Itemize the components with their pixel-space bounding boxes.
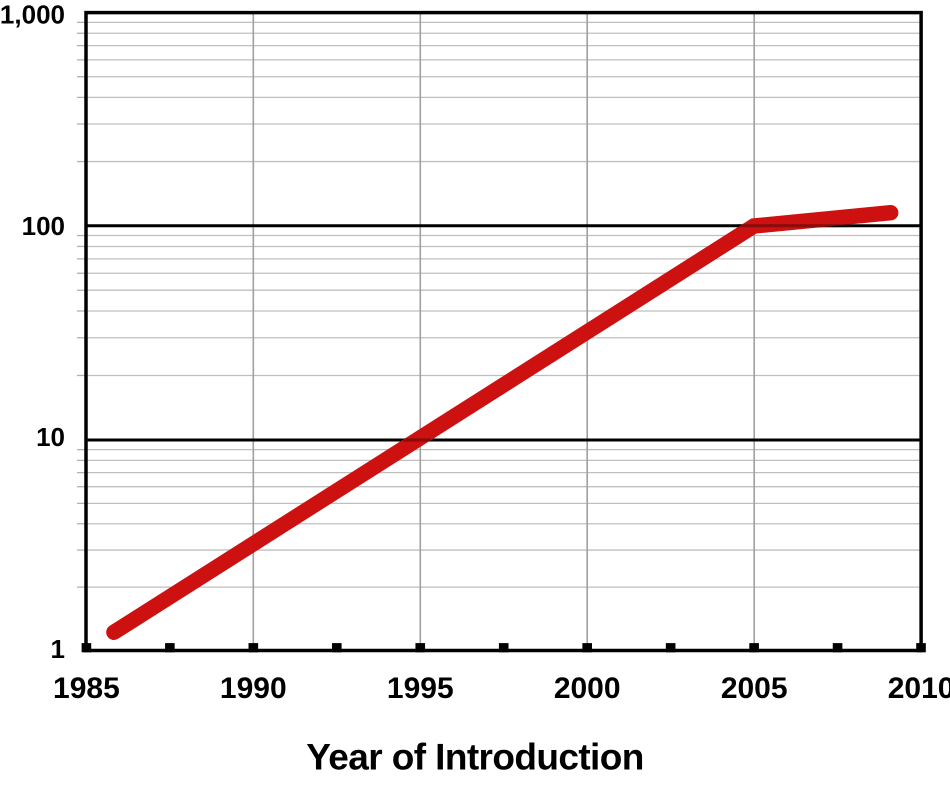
- svg-text:1995: 1995: [387, 672, 454, 705]
- svg-text:1985: 1985: [53, 672, 120, 705]
- svg-text:1990: 1990: [220, 672, 287, 705]
- svg-text:Year of Introduction: Year of Introduction: [306, 737, 643, 778]
- svg-text:1: 1: [51, 634, 65, 664]
- svg-text:100: 100: [22, 211, 65, 241]
- svg-text:2010: 2010: [888, 672, 950, 705]
- svg-text:2000: 2000: [554, 672, 621, 705]
- svg-text:1,000: 1,000: [0, 0, 65, 29]
- svg-text:10: 10: [36, 422, 65, 452]
- svg-text:2005: 2005: [721, 672, 788, 705]
